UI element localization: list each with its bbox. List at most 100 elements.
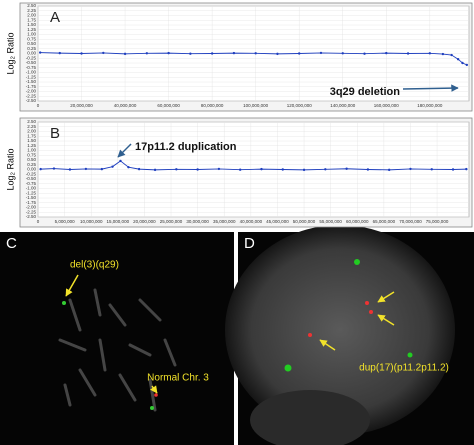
data-point bbox=[123, 52, 127, 56]
data-point bbox=[465, 63, 469, 67]
data-point bbox=[366, 168, 370, 171]
panel-label: A bbox=[50, 9, 60, 26]
x-tick-label: 75,000,000 bbox=[426, 219, 449, 224]
y-tick-label: -0.25 bbox=[26, 55, 37, 60]
panel-label: D bbox=[244, 235, 255, 252]
data-line bbox=[40, 52, 468, 66]
x-tick-label: 60,000,000 bbox=[157, 103, 180, 108]
y-tick-label: -0.50 bbox=[26, 60, 37, 65]
x-tick-label: 25,000,000 bbox=[160, 219, 183, 224]
x-tick-label: 15,000,000 bbox=[107, 219, 130, 224]
x-tick-label: 5,000,000 bbox=[55, 219, 76, 224]
data-point bbox=[281, 168, 284, 171]
y-tick-label: 0.00 bbox=[27, 51, 36, 56]
data-point bbox=[430, 168, 433, 171]
data-point bbox=[276, 52, 279, 56]
y-tick-label: 2.00 bbox=[27, 129, 36, 134]
data-point bbox=[385, 51, 388, 55]
y-tick-label: -0.50 bbox=[26, 176, 37, 181]
y-tick-label: 1.75 bbox=[27, 17, 36, 22]
data-point bbox=[341, 52, 344, 55]
y-tick-label: 1.25 bbox=[27, 143, 36, 148]
x-tick-label: 180,000,000 bbox=[417, 103, 443, 108]
y-axis-label: Log₂ Ratio bbox=[5, 32, 15, 74]
x-tick-label: 65,000,000 bbox=[373, 219, 396, 224]
x-tick-label: 50,000,000 bbox=[293, 219, 316, 224]
data-point bbox=[175, 168, 178, 171]
y-tick-label: 1.25 bbox=[27, 27, 36, 32]
x-tick-label: 120,000,000 bbox=[287, 103, 313, 108]
y-tick-label: -2.00 bbox=[26, 89, 37, 94]
y-tick-label: 1.00 bbox=[27, 148, 36, 153]
x-tick-label: 80,000,000 bbox=[201, 103, 224, 108]
y-tick-label: 2.25 bbox=[27, 124, 36, 129]
data-point bbox=[38, 51, 42, 54]
panel-label: C bbox=[6, 235, 17, 252]
data-point bbox=[254, 52, 257, 55]
y-tick-label: 2.25 bbox=[27, 8, 36, 13]
x-tick-label: 10,000,000 bbox=[80, 219, 103, 224]
y-tick-label: -1.50 bbox=[26, 79, 37, 84]
y-tick-label: -2.25 bbox=[26, 209, 37, 214]
x-tick-label: 40,000,000 bbox=[240, 219, 263, 224]
data-point bbox=[100, 167, 104, 171]
data-point bbox=[119, 159, 122, 163]
data-point bbox=[363, 52, 366, 55]
y-tick-label: -0.75 bbox=[26, 65, 37, 70]
x-tick-label: 45,000,000 bbox=[266, 219, 289, 224]
data-point bbox=[456, 58, 460, 61]
data-point bbox=[145, 52, 149, 55]
data-point bbox=[189, 52, 192, 55]
data-point bbox=[58, 51, 61, 55]
photo-label: dup(17)(p11.2p11.2) bbox=[359, 363, 449, 374]
y-tick-label: -0.25 bbox=[26, 171, 37, 176]
y-tick-label: 2.50 bbox=[27, 3, 36, 8]
annotation-arrow bbox=[402, 84, 459, 92]
photo-label: Normal Chr. 3 bbox=[147, 373, 209, 384]
data-point bbox=[461, 61, 464, 65]
y-tick-label: -2.50 bbox=[26, 98, 37, 103]
data-point bbox=[345, 167, 348, 170]
y-tick-label: 1.75 bbox=[27, 133, 36, 138]
data-point bbox=[111, 165, 114, 168]
photo-label: del(3)(q29) bbox=[70, 260, 119, 271]
data-point bbox=[260, 167, 263, 171]
x-tick-label: 20,000,000 bbox=[133, 219, 156, 224]
data-point bbox=[39, 167, 42, 171]
y-tick-label: 1.50 bbox=[27, 22, 36, 27]
data-point bbox=[196, 168, 199, 171]
y-tick-label: 1.00 bbox=[27, 32, 36, 37]
data-point bbox=[210, 52, 214, 55]
x-tick-label: 60,000,000 bbox=[346, 219, 369, 224]
data-point bbox=[137, 167, 141, 171]
y-tick-label: -2.50 bbox=[26, 214, 37, 219]
y-tick-label: -1.50 bbox=[26, 195, 37, 200]
y-tick-label: 0.00 bbox=[27, 167, 36, 172]
y-tick-label: -1.75 bbox=[26, 200, 37, 205]
y-tick-label: -0.75 bbox=[26, 181, 37, 186]
y-tick-label: -1.25 bbox=[26, 190, 37, 195]
data-point bbox=[84, 167, 88, 171]
data-point bbox=[68, 168, 72, 171]
data-point bbox=[298, 52, 301, 55]
data-point bbox=[153, 168, 157, 172]
y-tick-label: 0.75 bbox=[27, 152, 36, 157]
y-tick-label: 2.00 bbox=[27, 13, 36, 18]
data-point bbox=[324, 168, 327, 171]
annotation-arrow bbox=[117, 143, 132, 158]
data-point bbox=[387, 168, 391, 172]
data-point bbox=[232, 51, 236, 55]
data-point bbox=[450, 53, 453, 57]
x-tick-label: 30,000,000 bbox=[186, 219, 209, 224]
x-tick-label: 140,000,000 bbox=[330, 103, 356, 108]
x-tick-label: 35,000,000 bbox=[213, 219, 236, 224]
x-tick-label: 0 bbox=[37, 103, 40, 108]
x-tick-label: 100,000,000 bbox=[243, 103, 269, 108]
data-point bbox=[167, 51, 170, 55]
annotation: 17p11.2 duplication bbox=[135, 141, 237, 153]
data-point bbox=[451, 168, 455, 171]
data-point bbox=[302, 168, 306, 172]
x-tick-label: 40,000,000 bbox=[114, 103, 137, 108]
